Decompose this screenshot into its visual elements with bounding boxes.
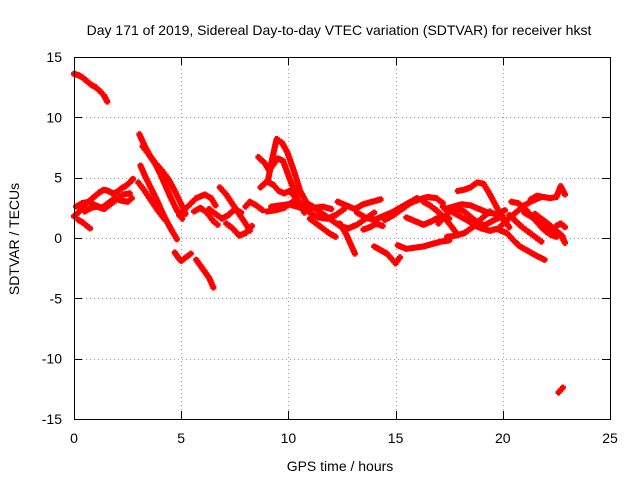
y-tick-label: -15 [42,411,62,427]
data-series-seg-11 [193,256,217,291]
x-tick-label: 0 [70,430,78,446]
data-series-seg-30 [381,193,446,223]
data-series-seg-9 [135,179,168,222]
y-tick-label: -5 [50,290,63,306]
data-series-seg-17 [242,198,266,214]
y-tick-label: 0 [54,230,62,246]
data-series-seg-4 [75,216,94,232]
x-tick-label: 15 [388,430,404,446]
data-series-seg-47 [555,384,566,396]
data-series-seg-12 [176,191,219,219]
x-tick-label: 5 [177,430,185,446]
x-axis-label: GPS time / hours [287,458,394,474]
y-tick-label: 5 [54,170,62,186]
data-series-seg-26 [334,196,384,213]
data-series-seg-1 [71,70,111,105]
y-tick-label: -10 [42,351,62,367]
x-tick-label: 20 [495,430,511,446]
tick-labels: 0 5 10 15 20 25 15 10 5 0 -5 -10 -15 [42,49,618,446]
data-series-seg-29 [371,243,403,267]
y-tick-label: 10 [46,109,62,125]
data-series-seg-46 [553,220,568,231]
data-series-seg-44 [527,183,568,203]
data-series-seg-41 [506,212,545,245]
data-series-seg-45 [531,210,568,246]
data-series-seg-5 [81,190,133,215]
data-points [71,70,568,396]
chart-title: Day 171 of 2019, Sidereal Day-to-day VTE… [87,22,592,38]
y-axis-label: SDTVAR / TECUs [6,183,22,295]
y-tick-label: 15 [46,49,62,65]
data-series-seg-13 [191,204,221,228]
data-series-seg-15 [216,184,253,234]
data-series-seg-40 [495,226,548,263]
data-series-seg-10 [171,249,194,264]
x-tick-label: 25 [602,430,618,446]
data-series-seg-24 [306,215,339,240]
data-series-seg-31 [394,237,453,252]
data-series-seg-2 [71,175,136,220]
data-series-seg-25 [336,220,358,257]
axis-ticks [74,57,611,420]
data-series-seg-8 [139,143,189,217]
data-series-seg-16 [223,220,255,239]
grid-lines [74,57,610,419]
data-series-seg-20 [265,136,317,210]
x-tick-label: 10 [281,430,297,446]
data-series-seg-28 [360,220,386,233]
